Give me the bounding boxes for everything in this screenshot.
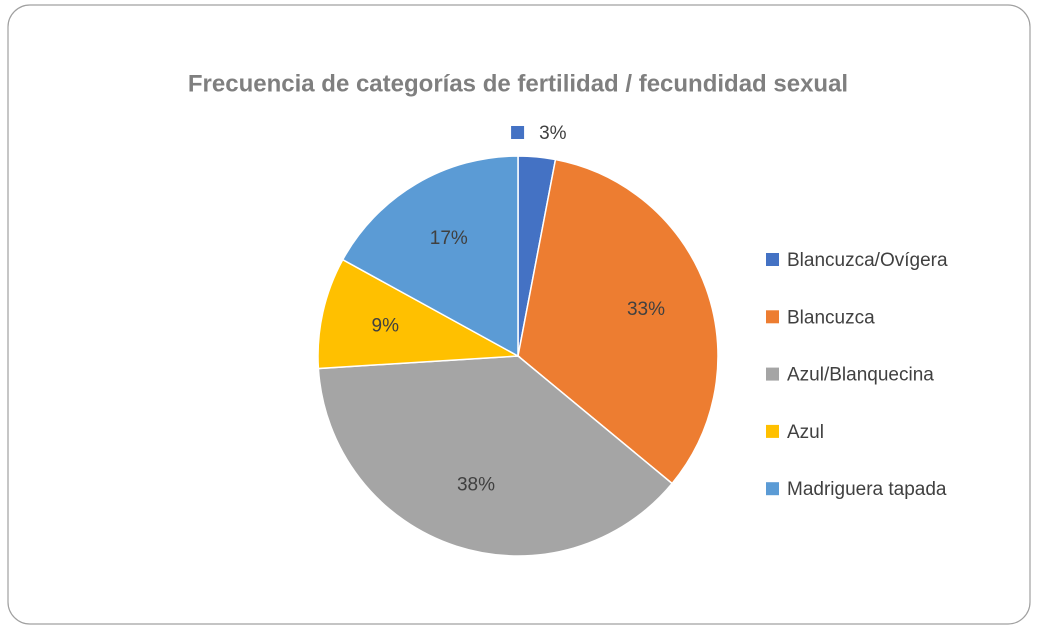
data-label: 17% xyxy=(430,228,468,249)
pie-slice xyxy=(341,155,519,358)
legend-key xyxy=(766,310,779,324)
legend-key xyxy=(766,482,779,496)
legend-label: Azul xyxy=(787,422,824,443)
pie-slice xyxy=(317,355,674,557)
legend-label: Blancuzca/Ovígera xyxy=(787,250,948,271)
pie-slice xyxy=(317,258,521,370)
legend-label: Azul/Blanquecina xyxy=(787,365,934,386)
legend-label: Madriguera tapada xyxy=(787,479,947,500)
legend-label: Blancuzca xyxy=(787,307,875,328)
chart-title: Frecuencia de categorías de fertilidad /… xyxy=(188,70,848,97)
data-label: 9% xyxy=(372,315,400,336)
legend-key xyxy=(766,367,779,381)
legend-key xyxy=(766,424,779,438)
data-label: 38% xyxy=(457,474,495,495)
pie-slice xyxy=(517,158,719,485)
data-label: 33% xyxy=(627,299,665,320)
legend-key xyxy=(766,253,779,266)
data-label: 3% xyxy=(539,123,567,144)
label-key xyxy=(511,125,525,139)
